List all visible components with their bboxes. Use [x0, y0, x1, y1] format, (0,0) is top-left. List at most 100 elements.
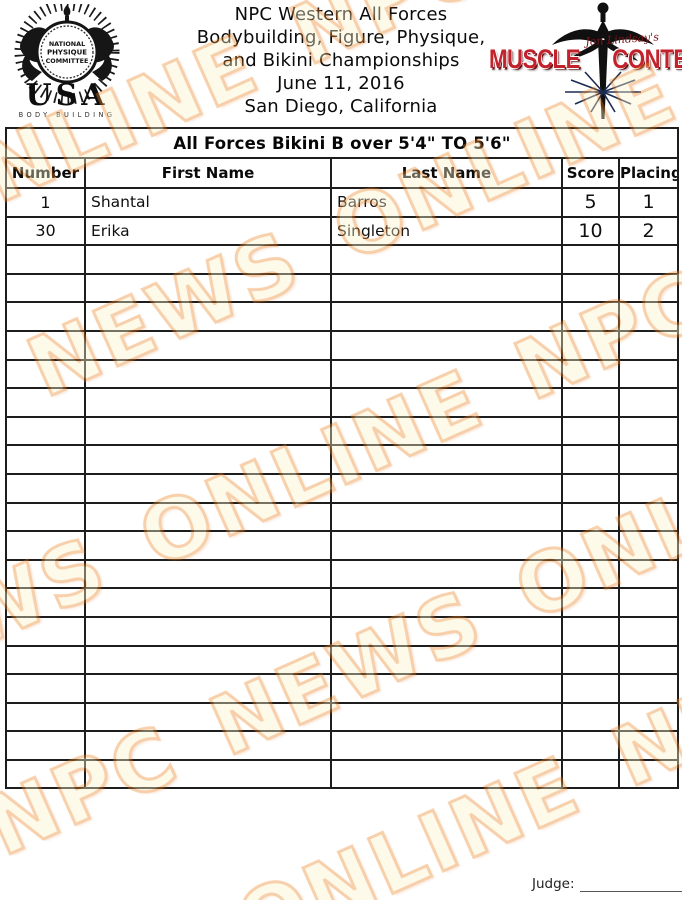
cell-placing — [617, 530, 680, 561]
cell-score — [561, 387, 620, 418]
cell-first-name — [84, 558, 332, 590]
cell-first-name — [84, 701, 332, 733]
table-row-empty — [5, 387, 680, 418]
cell-number — [5, 387, 86, 418]
table-row-empty — [5, 673, 680, 704]
judge-signature-line — [579, 877, 682, 892]
cell-number — [5, 644, 86, 676]
cell-first-name — [84, 587, 332, 618]
cell-score — [561, 329, 620, 361]
cell-number — [5, 301, 86, 332]
cell-placing — [617, 244, 680, 275]
cell-score — [561, 444, 620, 475]
cell-number — [5, 730, 86, 761]
cell-score — [561, 530, 620, 561]
npc-circle-text-national: NATIONAL — [49, 40, 85, 48]
event-date: June 11, 2016 — [277, 73, 405, 94]
usa-wordmark: USA — [25, 78, 108, 113]
cell-last-name: Singleton — [330, 215, 563, 247]
cell-number — [5, 415, 86, 447]
cell-score — [561, 301, 620, 332]
cell-first-name — [84, 644, 332, 676]
cell-placing: 1 — [617, 187, 680, 218]
cell-placing — [617, 501, 680, 533]
cell-last-name — [330, 730, 563, 761]
cell-score: 5 — [561, 187, 620, 218]
cell-last-name — [330, 501, 563, 533]
judge-signature: Judge: — [532, 876, 682, 892]
table-row: 30 Erika Singleton 10 2 — [5, 215, 680, 247]
cell-placing: 2 — [617, 215, 680, 247]
cell-last-name — [330, 558, 563, 590]
judge-label: Judge: — [532, 876, 575, 892]
bodybuilding-subtitle: BODY BUILDING — [19, 111, 116, 119]
group-title-row: All Forces Bikini B over 5'4" TO 5'6" — [4, 127, 680, 159]
cell-number — [5, 244, 86, 275]
cell-number — [5, 673, 86, 704]
cell-last-name — [330, 358, 563, 390]
column-header-first-name: First Name — [84, 157, 332, 189]
cell-number — [5, 444, 86, 475]
cell-number — [5, 615, 86, 647]
cell-first-name — [84, 501, 332, 533]
cell-first-name — [84, 472, 332, 504]
cell-number: 1 — [5, 187, 86, 218]
cell-score — [561, 472, 620, 504]
cell-placing — [617, 558, 680, 590]
cell-placing — [617, 587, 680, 618]
cell-first-name — [84, 415, 332, 447]
cell-score — [561, 558, 620, 590]
cell-last-name — [330, 301, 563, 332]
column-header-number: Number — [5, 157, 86, 189]
cell-first-name — [84, 673, 332, 704]
cell-last-name: Barros — [330, 187, 563, 218]
cell-score — [561, 244, 620, 275]
event-title: NPC Western All Forces Bodybuilding, Fig… — [0, 3, 682, 118]
column-header-score: Score — [561, 157, 620, 189]
cell-first-name: Erika — [84, 215, 332, 247]
cell-last-name — [330, 472, 563, 504]
table-row-empty — [5, 758, 680, 790]
cell-last-name — [330, 244, 563, 275]
cell-placing — [617, 387, 680, 418]
table-row-empty — [5, 472, 680, 504]
npc-logo-graphic: NATIONAL PHYSIQUE COMMITTEE USA BODY BUI… — [14, 0, 120, 119]
cell-score — [561, 501, 620, 533]
cell-last-name — [330, 758, 563, 790]
cell-placing — [617, 673, 680, 704]
cell-number: 30 — [5, 215, 86, 247]
table-row-empty — [5, 329, 680, 361]
cell-first-name — [84, 244, 332, 275]
cell-last-name — [330, 444, 563, 475]
cell-first-name: Shantal — [84, 187, 332, 218]
cell-first-name — [84, 301, 332, 332]
cell-last-name — [330, 530, 563, 561]
table-row-empty — [5, 644, 680, 676]
cell-score — [561, 587, 620, 618]
cell-placing — [617, 615, 680, 647]
cell-number — [5, 472, 86, 504]
musclecontest-logo: Jon Lindsay's MUSCLE CONTEST — [489, 0, 682, 130]
table-row-empty — [5, 558, 680, 590]
column-header-last-name: Last Name — [330, 157, 563, 189]
cell-first-name — [84, 530, 332, 561]
cell-last-name — [330, 387, 563, 418]
cell-first-name — [84, 615, 332, 647]
starburst-icon — [565, 71, 641, 113]
table-row-empty — [5, 444, 680, 475]
table-row-empty — [5, 358, 680, 390]
cell-score — [561, 415, 620, 447]
table-row: 1 Shantal Barros 5 1 — [5, 187, 680, 218]
cell-placing — [617, 644, 680, 676]
results-table-body: 1 Shantal Barros 5 1 30 Erika Singleton 10 2 — [5, 187, 680, 790]
group-title: All Forces Bikini B over 5'4" TO 5'6" — [4, 127, 680, 159]
musclecontest-wordmark: MUSCLE CONTEST — [489, 46, 682, 73]
results-table: All Forces Bikini B over 5'4" TO 5'6" Nu… — [4, 127, 680, 790]
event-title-line: NPC Western All Forces — [234, 4, 448, 25]
cell-last-name — [330, 615, 563, 647]
event-title-line: Bodybuilding, Figure, Physique, — [196, 27, 486, 48]
dagger-icon — [552, 2, 654, 119]
cell-last-name — [330, 701, 563, 733]
cell-placing — [617, 701, 680, 733]
